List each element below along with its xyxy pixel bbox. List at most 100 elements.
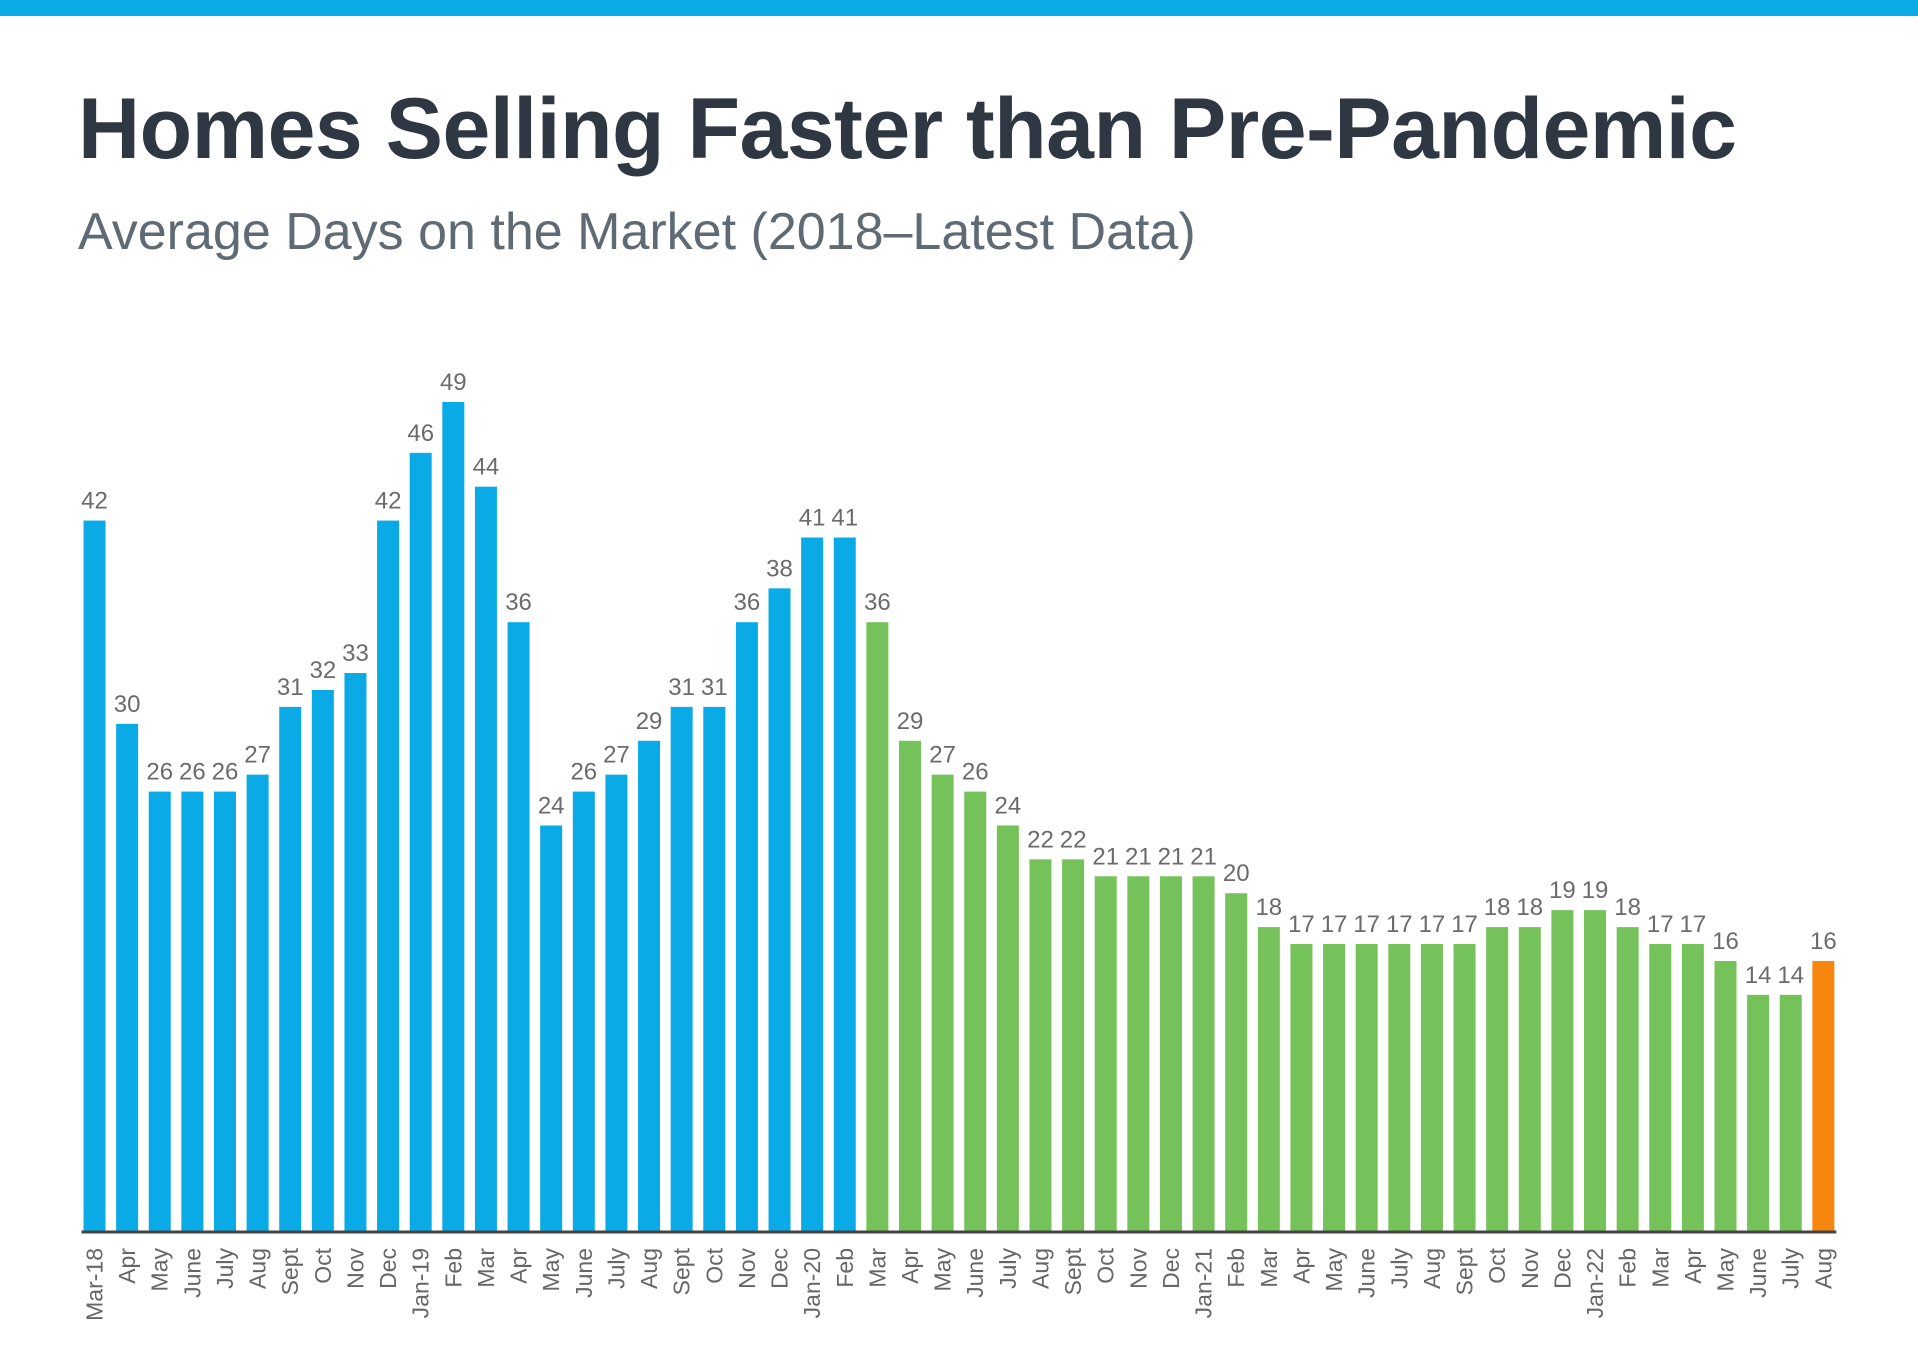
tick-label-42: Sept bbox=[1452, 1247, 1478, 1295]
tick-label-21: Dec bbox=[767, 1248, 793, 1289]
bar-48 bbox=[1649, 944, 1672, 1232]
data-label-27: 26 bbox=[962, 759, 989, 786]
bar-44 bbox=[1518, 927, 1541, 1232]
chart-title: Homes Selling Faster than Pre-Pandemic bbox=[78, 81, 1737, 177]
data-label-3: 26 bbox=[179, 759, 206, 786]
bar-28 bbox=[996, 825, 1019, 1232]
tick-label-11: Feb bbox=[440, 1248, 466, 1288]
data-label-45: 19 bbox=[1549, 877, 1576, 904]
tick-label-36: Mar bbox=[1256, 1248, 1282, 1288]
tick-label-40: July bbox=[1386, 1248, 1412, 1289]
bar-53 bbox=[1812, 960, 1835, 1232]
data-label-25: 29 bbox=[897, 708, 924, 735]
tick-label-49: Apr bbox=[1680, 1248, 1706, 1284]
data-label-48: 17 bbox=[1647, 911, 1674, 938]
bar-21 bbox=[768, 588, 791, 1232]
bar-9 bbox=[377, 520, 400, 1232]
bar-35 bbox=[1225, 893, 1248, 1232]
bar-31 bbox=[1094, 876, 1117, 1232]
tick-label-34: Jan-21 bbox=[1191, 1248, 1217, 1318]
bar-36 bbox=[1257, 927, 1280, 1232]
data-label-47: 18 bbox=[1614, 894, 1641, 921]
bar-26 bbox=[931, 774, 954, 1232]
tick-label-52: July bbox=[1778, 1248, 1804, 1289]
data-label-9: 42 bbox=[375, 488, 402, 515]
bar-14 bbox=[540, 825, 563, 1232]
data-label-29: 22 bbox=[1027, 826, 1054, 853]
data-label-15: 26 bbox=[570, 759, 597, 786]
bar-50 bbox=[1714, 960, 1737, 1232]
data-label-2: 26 bbox=[146, 759, 173, 786]
tick-label-28: July bbox=[995, 1248, 1021, 1289]
tick-label-17: Aug bbox=[636, 1248, 662, 1289]
tick-label-2: May bbox=[147, 1248, 173, 1292]
bar-15 bbox=[572, 791, 595, 1232]
bar-27 bbox=[964, 791, 987, 1232]
tick-label-25: Apr bbox=[897, 1248, 923, 1284]
bar-37 bbox=[1290, 944, 1313, 1232]
data-label-20: 36 bbox=[734, 589, 761, 616]
data-label-10: 46 bbox=[407, 420, 434, 447]
bar-7 bbox=[311, 689, 334, 1232]
bar-42 bbox=[1453, 944, 1476, 1232]
data-label-35: 20 bbox=[1223, 860, 1250, 887]
bar-2 bbox=[148, 791, 171, 1232]
data-label-39: 17 bbox=[1353, 911, 1380, 938]
data-label-41: 17 bbox=[1419, 911, 1446, 938]
bar-12 bbox=[474, 486, 497, 1232]
bar-47 bbox=[1616, 927, 1639, 1232]
bar-11 bbox=[442, 402, 465, 1232]
tick-labels-layer: Mar-18 Apr May June July Aug Sept Oct Nov Dec Jan-… bbox=[82, 1247, 1837, 1320]
data-label-7: 32 bbox=[309, 657, 336, 684]
data-label-21: 38 bbox=[766, 555, 793, 582]
data-label-51: 14 bbox=[1745, 962, 1772, 989]
tick-label-19: Oct bbox=[701, 1247, 727, 1283]
data-label-53: 16 bbox=[1810, 928, 1837, 955]
tick-label-7: Oct bbox=[310, 1247, 336, 1283]
tick-label-9: Dec bbox=[375, 1248, 401, 1289]
data-label-30: 22 bbox=[1060, 826, 1087, 853]
tick-label-38: May bbox=[1321, 1248, 1347, 1292]
tick-label-41: Aug bbox=[1419, 1248, 1445, 1289]
tick-label-35: Feb bbox=[1223, 1248, 1249, 1288]
bar-46 bbox=[1584, 910, 1607, 1232]
chart-subtitle: Average Days on the Market (2018–Latest … bbox=[78, 203, 1196, 261]
bar-8 bbox=[344, 673, 367, 1232]
data-label-49: 17 bbox=[1680, 911, 1707, 938]
data-label-23: 41 bbox=[831, 505, 858, 532]
data-label-1: 30 bbox=[114, 691, 141, 718]
data-label-26: 27 bbox=[929, 742, 956, 769]
data-label-37: 17 bbox=[1288, 911, 1315, 938]
tick-label-5: Aug bbox=[245, 1248, 271, 1289]
data-label-43: 18 bbox=[1484, 894, 1511, 921]
bar-43 bbox=[1486, 927, 1509, 1232]
bar-19 bbox=[703, 706, 726, 1232]
tick-label-32: Nov bbox=[1125, 1248, 1151, 1289]
tick-label-37: Apr bbox=[1288, 1248, 1314, 1284]
bar-38 bbox=[1323, 944, 1346, 1232]
tick-label-43: Oct bbox=[1484, 1247, 1510, 1283]
data-label-18: 31 bbox=[668, 674, 695, 701]
tick-label-29: Aug bbox=[1027, 1248, 1053, 1289]
tick-label-23: Feb bbox=[832, 1248, 858, 1288]
bar-18 bbox=[670, 706, 693, 1232]
bar-25 bbox=[899, 740, 921, 1232]
bar-5 bbox=[246, 774, 269, 1232]
data-label-5: 27 bbox=[244, 742, 271, 769]
data-label-31: 21 bbox=[1092, 843, 1119, 870]
tick-label-18: Sept bbox=[669, 1247, 695, 1295]
bar-33 bbox=[1159, 876, 1182, 1232]
bar-0 bbox=[83, 520, 106, 1232]
data-label-33: 21 bbox=[1158, 843, 1185, 870]
top-accent-bar bbox=[0, 0, 1918, 16]
bar-22 bbox=[801, 537, 824, 1232]
tick-label-3: June bbox=[179, 1248, 205, 1298]
bar-17 bbox=[638, 740, 661, 1232]
tick-label-47: Feb bbox=[1615, 1248, 1641, 1288]
tick-label-44: Nov bbox=[1517, 1248, 1543, 1289]
data-label-12: 44 bbox=[473, 454, 500, 481]
tick-label-45: Dec bbox=[1549, 1248, 1575, 1289]
data-label-6: 31 bbox=[277, 674, 304, 701]
